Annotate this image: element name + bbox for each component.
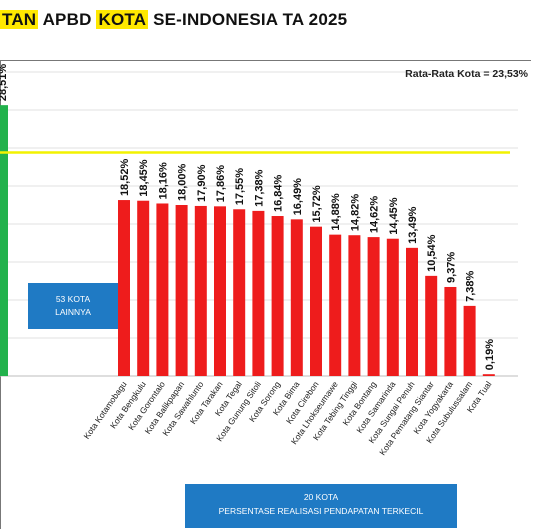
bar [137, 200, 150, 376]
bar-value-label: 16,49% [292, 178, 304, 216]
title-text-1: APBD [38, 10, 97, 29]
box-53-kota-lainnya: 53 KOTA LAINNYA [28, 283, 118, 329]
bar-value-label: 15,72% [311, 185, 323, 223]
bar-value-label: 18,00% [177, 163, 189, 201]
box-lainnya-line2: LAINNYA [55, 307, 91, 317]
bar-value-label: 18,52% [119, 159, 131, 197]
bar-value-label: 9,37% [445, 252, 457, 283]
bar [310, 226, 322, 376]
bar-value-label: 18,16% [157, 162, 169, 200]
bar-value-label: 7,38% [465, 270, 477, 301]
bar [156, 203, 169, 376]
bar [367, 237, 380, 376]
bar-value-label: 17,86% [215, 165, 227, 203]
box-lainnya-line1: 53 KOTA [55, 294, 91, 304]
bar-value-label: 16,84% [273, 174, 285, 212]
bar [214, 206, 226, 376]
bar [175, 205, 188, 376]
bar [406, 247, 418, 376]
title-text-2: SE-INDONESIA TA 2025 [148, 10, 348, 29]
bar-value-label: 14,82% [349, 194, 361, 232]
bars [0, 105, 495, 376]
box-20-kota: 20 KOTA PERSENTASE REALISASI PENDAPATAN … [185, 484, 457, 528]
bar-value-label: 10,54% [426, 234, 438, 272]
bar-value-label: 17,55% [234, 168, 246, 206]
bar [386, 238, 399, 376]
bar-value-label: 18,45% [138, 159, 150, 197]
box-20kota-line1: 20 KOTA [303, 492, 339, 502]
value-labels: 28,51% 18,52% 18,45% 18,16% 18,00% 17,90% 17,8… [0, 64, 496, 371]
bar [271, 216, 284, 376]
bar-value-label: 17,38% [253, 169, 265, 207]
title-highlight-1: TAN [0, 10, 39, 29]
bar [348, 235, 361, 376]
bar-value-label: 14,88% [330, 193, 342, 231]
bar [252, 210, 265, 376]
bar [290, 219, 303, 376]
title-highlight-2: KOTA [96, 10, 149, 29]
bar [329, 234, 342, 376]
bar-value-label: 14,62% [369, 196, 381, 234]
bar-value-label: 17,90% [196, 164, 208, 202]
bar [444, 286, 457, 376]
bar [463, 305, 476, 376]
bar [118, 200, 130, 376]
chart-title: TAN APBD KOTA SE-INDONESIA TA 2025 [0, 10, 347, 30]
partial-bar-value-label: 28,51% [0, 64, 9, 102]
average-label: Rata-Rata Kota = 23,53% [405, 68, 528, 80]
bar [194, 205, 207, 376]
bar [233, 209, 246, 376]
box-20kota-line2: PERSENTASE REALISASI PENDAPATAN TERKECIL [218, 506, 424, 516]
partial-bar-green [0, 105, 8, 376]
chart-title-bar: TAN APBD KOTA SE-INDONESIA TA 2025 [0, 10, 552, 36]
bar-value-label: 14,45% [388, 197, 400, 235]
bar [425, 275, 438, 376]
bar-value-label: 13,49% [407, 206, 419, 244]
bar-value-label: 0,19% [484, 339, 496, 370]
bar [482, 374, 495, 376]
